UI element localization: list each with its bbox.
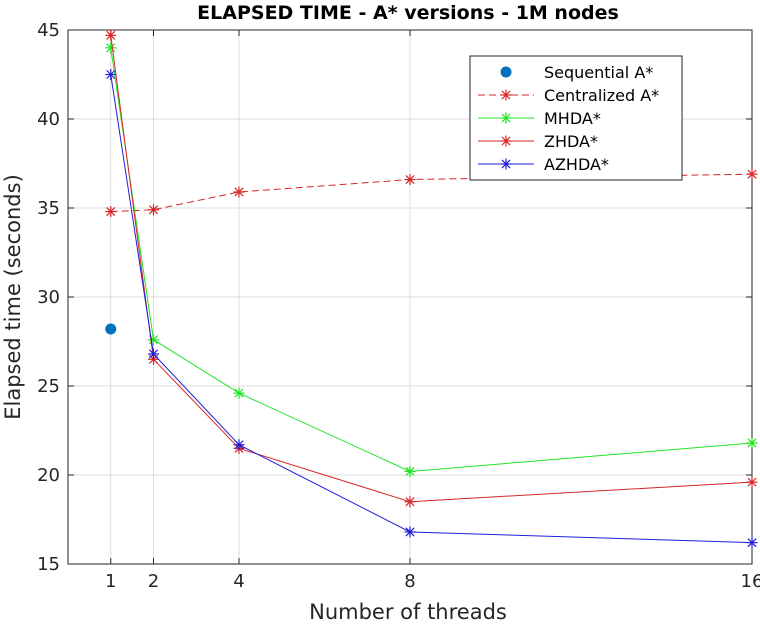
legend-label: ZHDA* <box>544 132 598 151</box>
legend-entry-azhda: AZHDA* <box>478 155 609 174</box>
legend-entry-centralized-a: Centralized A* <box>478 86 659 105</box>
series-centralized-a <box>105 168 758 218</box>
x-tick-label: 16 <box>741 571 760 592</box>
series-layer <box>105 29 758 549</box>
legend-marker <box>500 89 512 101</box>
legend-marker <box>500 158 512 170</box>
y-tick-label: 15 <box>37 554 60 575</box>
legend-marker <box>500 112 512 124</box>
x-tick-label: 8 <box>404 571 415 592</box>
data-point-centralized-a <box>148 204 159 216</box>
data-point-azhda <box>105 69 117 80</box>
series-mhda <box>105 42 758 477</box>
legend-label: Centralized A* <box>544 86 659 105</box>
legend-marker <box>500 135 512 147</box>
data-point-sequential-a <box>105 323 117 335</box>
legend-entry-zhda: ZHDA* <box>478 132 598 151</box>
data-point-centralized-a <box>404 174 416 186</box>
series-azhda <box>105 69 758 549</box>
data-point-azhda <box>233 439 245 451</box>
data-point-azhda <box>148 348 159 360</box>
x-axis-label: Number of threads <box>309 600 507 624</box>
axis-ticks: 1 2 4 8 16 15 20 25 30 35 40 45 <box>37 20 760 592</box>
y-tick-label: 20 <box>37 465 60 486</box>
y-tick-label: 45 <box>37 20 60 41</box>
data-point-centralized-a <box>233 186 245 198</box>
legend-marker <box>500 66 512 78</box>
x-tick-label: 1 <box>105 571 116 592</box>
chart-title: ELAPSED TIME - A* versions - 1M nodes <box>197 2 619 24</box>
y-tick-label: 25 <box>37 376 60 397</box>
data-point-mhda <box>148 334 159 346</box>
legend-label: AZHDA* <box>544 155 609 174</box>
data-point-centralized-a <box>105 206 117 218</box>
y-axis-label: Elapsed time (seconds) <box>1 174 25 420</box>
legend: Sequential A* Centralized A* MHDA* ZHDA* AZH… <box>469 55 683 181</box>
data-point-azhda <box>746 537 758 549</box>
data-point-mhda <box>105 42 117 54</box>
series-line-centralized-a <box>110 173 753 213</box>
y-tick-label: 40 <box>37 109 60 130</box>
y-tick-label: 30 <box>37 287 60 308</box>
legend-label: MHDA* <box>544 109 601 128</box>
data-point-mhda <box>746 437 758 449</box>
y-tick-label: 35 <box>37 198 60 219</box>
data-point-zhda <box>404 496 416 508</box>
legend-label: Sequential A* <box>544 63 653 82</box>
data-point-mhda <box>233 387 245 399</box>
x-tick-label: 2 <box>148 571 159 592</box>
legend-entry-sequential-a: Sequential A* <box>500 63 653 82</box>
legend-entry-mhda: MHDA* <box>478 109 601 128</box>
data-point-mhda <box>404 465 416 477</box>
data-point-centralized-a <box>746 168 758 180</box>
data-point-zhda <box>746 476 758 488</box>
data-point-zhda <box>105 29 117 41</box>
data-point-azhda <box>404 526 416 538</box>
x-tick-label: 4 <box>233 571 244 592</box>
series-sequential-a <box>105 323 117 335</box>
